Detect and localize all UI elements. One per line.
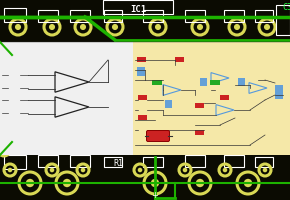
- Circle shape: [8, 168, 12, 172]
- Bar: [255, 10, 273, 22]
- Bar: [108, 72, 122, 76]
- Circle shape: [15, 24, 21, 30]
- Bar: [175, 57, 184, 62]
- Circle shape: [155, 24, 161, 30]
- Circle shape: [112, 24, 118, 30]
- Circle shape: [223, 168, 227, 172]
- Circle shape: [263, 168, 267, 172]
- Bar: [104, 157, 122, 167]
- Bar: [38, 155, 58, 167]
- Bar: [104, 10, 122, 22]
- Bar: [276, 5, 290, 35]
- Circle shape: [197, 24, 203, 30]
- Circle shape: [50, 168, 54, 172]
- Text: +: +: [152, 192, 158, 200]
- Bar: [143, 10, 163, 22]
- Bar: [238, 78, 245, 86]
- Bar: [143, 157, 163, 167]
- Circle shape: [138, 168, 142, 172]
- Bar: [200, 78, 207, 86]
- Bar: [70, 155, 90, 167]
- Bar: [210, 80, 220, 85]
- Bar: [108, 117, 122, 121]
- Bar: [138, 95, 147, 100]
- Bar: [224, 10, 244, 22]
- FancyBboxPatch shape: [146, 130, 169, 142]
- Circle shape: [2, 148, 6, 152]
- Bar: [152, 80, 162, 85]
- Circle shape: [81, 168, 85, 172]
- Bar: [195, 130, 204, 135]
- Text: R1: R1: [113, 158, 123, 168]
- Circle shape: [183, 168, 187, 172]
- Bar: [165, 100, 172, 108]
- Circle shape: [2, 98, 6, 102]
- Text: IC1: IC1: [130, 5, 146, 15]
- Bar: [133, 42, 290, 155]
- Bar: [8, 86, 20, 90]
- Bar: [8, 98, 20, 102]
- Text: C3: C3: [282, 3, 290, 12]
- Circle shape: [2, 123, 6, 127]
- Bar: [220, 95, 229, 100]
- Circle shape: [26, 179, 34, 187]
- Bar: [0, 42, 133, 155]
- Circle shape: [196, 179, 204, 187]
- Bar: [8, 111, 20, 115]
- Bar: [70, 10, 90, 22]
- Circle shape: [151, 179, 159, 187]
- Circle shape: [244, 179, 252, 187]
- Bar: [28, 60, 108, 115]
- Bar: [38, 10, 58, 22]
- Bar: [4, 155, 26, 169]
- Circle shape: [80, 24, 86, 30]
- Bar: [255, 157, 273, 167]
- Bar: [103, 0, 173, 14]
- Circle shape: [264, 24, 270, 30]
- Circle shape: [234, 24, 240, 30]
- Bar: [4, 8, 26, 22]
- Circle shape: [2, 73, 6, 77]
- Bar: [224, 155, 244, 167]
- Bar: [185, 10, 205, 22]
- Bar: [137, 57, 146, 62]
- Circle shape: [49, 24, 55, 30]
- Bar: [275, 85, 283, 99]
- Bar: [185, 155, 205, 167]
- Bar: [195, 103, 204, 108]
- Bar: [137, 67, 145, 76]
- Circle shape: [63, 179, 71, 187]
- Bar: [8, 73, 20, 77]
- Bar: [138, 115, 147, 120]
